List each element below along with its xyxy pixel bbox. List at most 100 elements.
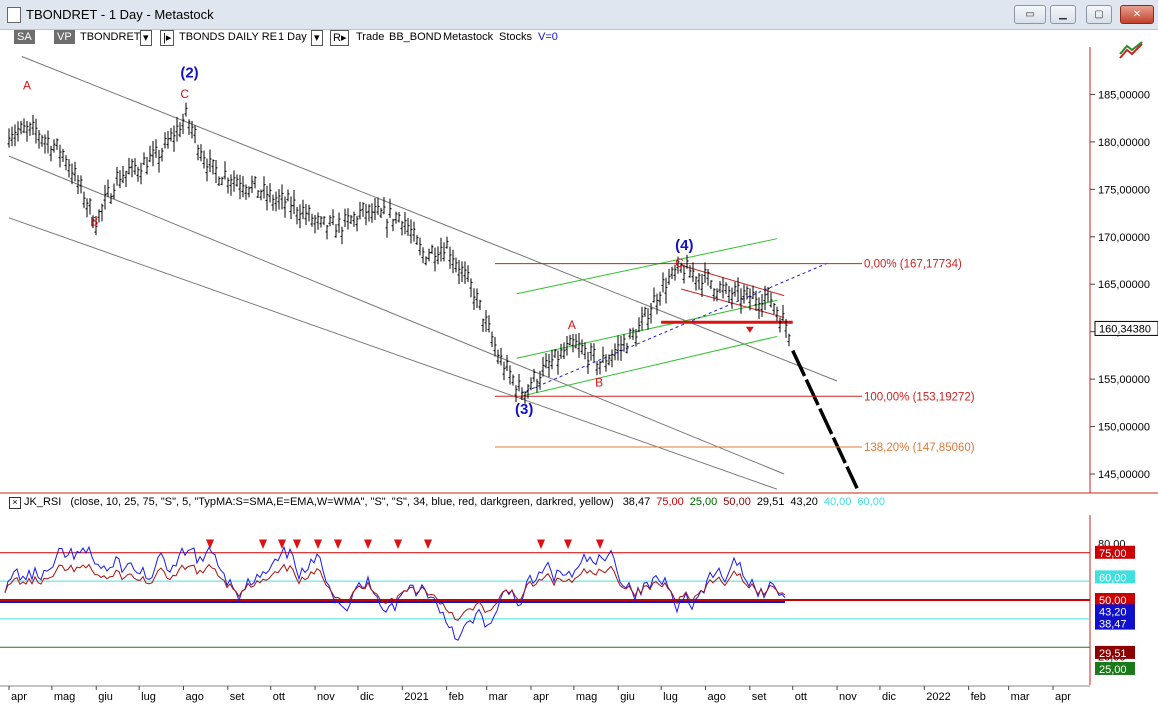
time-tick-label: apr: [533, 691, 549, 703]
channel-upper: [21, 56, 838, 382]
down-arrow-icon: [259, 539, 267, 549]
time-tick-label: mar: [489, 691, 508, 703]
down-arrow-icon: [364, 539, 372, 549]
rsi-badge-label: 75,00: [1099, 548, 1127, 560]
fib-label: 100,00% (153,19272): [864, 391, 975, 403]
rsi-badge: [1095, 593, 1135, 606]
time-tick-label: ago: [185, 691, 203, 703]
down-arrow-icon: [424, 539, 432, 549]
source-label: Metastock: [443, 31, 494, 43]
rsi-badge-label: 43,20: [1099, 606, 1127, 618]
security-name: TBONDS DAILY RE: [179, 31, 278, 43]
time-tick-label: giu: [620, 691, 635, 703]
r-button[interactable]: R▸: [330, 30, 350, 46]
step-button[interactable]: |▸: [160, 30, 175, 46]
price-tick-label: 185,00000: [1098, 89, 1150, 101]
rsi-params: (close, 10, 25, 75, "S", 5, "TypMA:S=SMA…: [70, 496, 614, 508]
price-bars: [7, 102, 791, 404]
minimize-icon[interactable]: ▁: [1050, 5, 1076, 24]
down-arrow-icon: [745, 326, 754, 333]
time-tick-label: feb: [449, 691, 464, 703]
channel-middle: [8, 155, 785, 475]
rsi-panel: 80,0020,0075,0060,0050,0043,2038,4729,51…: [0, 538, 1135, 676]
fibonacci-levels: 0,00% (167,17734) 100,00% (153,19272) 138,…: [495, 259, 975, 454]
rsi-value: 43,20: [790, 496, 818, 508]
symbol-dropdown[interactable]: ▾: [140, 30, 152, 46]
rsi-badge: [1095, 604, 1135, 618]
time-tick-label: mag: [576, 691, 597, 703]
vp-button[interactable]: VP: [54, 30, 75, 44]
window-title: TBONDRET - 1 Day - Metastock: [26, 7, 214, 22]
close-icon[interactable]: ×: [9, 497, 21, 509]
document-icon: [7, 7, 21, 23]
last-price-badge: [1094, 320, 1158, 336]
green-channel-upper: [516, 238, 778, 295]
v-label: V=0: [538, 31, 558, 43]
trade-link[interactable]: Trade: [356, 31, 385, 43]
stocks-label: Stocks: [499, 31, 533, 43]
fib-label: 138,20% (147,85060): [864, 442, 975, 454]
price-tick-label: 150,00000: [1098, 422, 1150, 434]
title-bar: TBONDRET - 1 Day - Metastock ▭ ▁ ▢ ✕: [0, 0, 1158, 30]
time-tick-label: dic: [360, 691, 375, 703]
rsi-badge: [1095, 570, 1135, 584]
time-tick-label: feb: [971, 691, 986, 703]
time-tick-label: ott: [795, 691, 807, 703]
wedge-lower: [681, 288, 785, 318]
rsi-legend: × JK_RSI (close, 10, 25, 75, "S", 5, "Typ…: [0, 495, 885, 511]
rsi-badge-label: 60,00: [1099, 572, 1127, 584]
time-tick-label: lug: [141, 691, 156, 703]
time-tick-label: mar: [1011, 691, 1030, 703]
wave-label: C: [180, 87, 189, 101]
down-arrow-icon: [278, 539, 286, 549]
wave-label: (3): [515, 401, 533, 418]
wave-label: A: [568, 318, 576, 332]
green-channel-mid: [516, 299, 778, 359]
down-arrow-icon: [394, 539, 402, 549]
rsi-value: 25,00: [689, 496, 718, 508]
wave-label: C: [675, 256, 684, 270]
time-tick-label: ott: [273, 691, 285, 703]
down-arrow-icon: [537, 539, 545, 549]
period-dropdown[interactable]: ▾: [311, 30, 323, 46]
time-tick-label: dic: [882, 691, 897, 703]
rsi-value: 75,00: [656, 496, 684, 508]
close-icon[interactable]: ✕: [1120, 5, 1154, 24]
time-tick-label: set: [752, 691, 767, 703]
time-tick-label: apr: [11, 691, 27, 703]
r-label: R: [333, 32, 341, 44]
time-axis: apr mag giu lug ago set ott nov dic 2021 feb mar apr…: [8, 686, 1071, 703]
rsi-ma-line: [4, 563, 786, 621]
wave-labels: A B (2) C (3) A B (4) C: [23, 64, 693, 418]
chart-style-icon[interactable]: [1118, 40, 1144, 67]
time-tick-label: nov: [317, 691, 335, 703]
sa-button[interactable]: SA: [14, 30, 35, 44]
restore-icon[interactable]: ▭: [1014, 5, 1046, 24]
wave-label: (4): [675, 237, 693, 254]
fib-label: 0,00% (167,17734): [864, 259, 962, 271]
down-arrow-icon: [293, 539, 301, 549]
rsi-value: 50,00: [723, 496, 751, 508]
time-tick-label: giu: [98, 691, 113, 703]
account-label: BB_BOND: [389, 31, 442, 43]
wave-label: B: [595, 376, 603, 390]
projection-arrow: [791, 349, 859, 489]
down-arrow-icon: [206, 539, 214, 549]
price-axis: 145,00000150,00000155,00000160,00000165,…: [1090, 89, 1158, 481]
time-tick-label: set: [230, 691, 245, 703]
rsi-badge-label: 50,00: [1099, 595, 1127, 607]
time-tick-label: apr: [1055, 691, 1071, 703]
rsi-badge: [1095, 645, 1135, 659]
down-arrow-icon: [564, 539, 572, 549]
maximize-icon[interactable]: ▢: [1086, 5, 1112, 24]
channel-lower: [8, 217, 778, 490]
time-tick-label: 2022: [926, 691, 950, 703]
price-tick-label: 145,00000: [1098, 469, 1150, 481]
time-tick-label: mag: [54, 691, 75, 703]
chart-toolbar: SA VP TBONDRET ▾ |▸ TBONDS DAILY RE 1 Da…: [0, 29, 1158, 46]
price-tick-label: 175,00000: [1098, 184, 1150, 196]
rsi-badge-label: 38,47: [1099, 619, 1127, 631]
last-price-label: 160,34380: [1099, 323, 1151, 335]
rsi-badge: [1095, 616, 1135, 630]
